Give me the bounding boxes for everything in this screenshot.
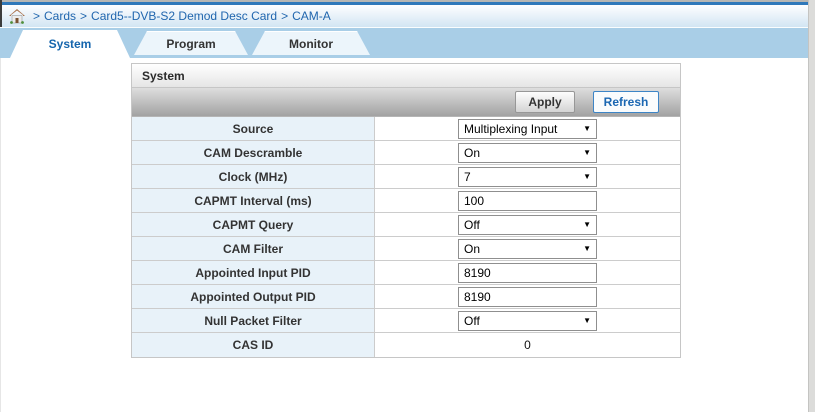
- form-row-cam-filter: CAM Filter On ▼: [132, 237, 680, 261]
- form-row-appointed-output-pid: Appointed Output PID: [132, 285, 680, 309]
- cam-filter-select[interactable]: On ▼: [458, 238, 597, 259]
- window-edge: [808, 0, 815, 412]
- panel-title: System: [132, 64, 680, 88]
- panel-toolbar: Apply Refresh: [132, 88, 680, 117]
- clock-select[interactable]: 7 ▼: [458, 166, 597, 187]
- refresh-button[interactable]: Refresh: [593, 91, 659, 113]
- content-area: System Apply Refresh Source Multiplexing…: [0, 58, 815, 412]
- breadcrumb: > Cards > Card5--DVB-S2 Demod Desc Card …: [2, 5, 808, 27]
- form-row-clock: Clock (MHz) 7 ▼: [132, 165, 680, 189]
- dropdown-arrow-icon: ▼: [583, 243, 591, 253]
- capmt-query-select[interactable]: Off ▼: [458, 214, 597, 235]
- form-row-null-packet-filter: Null Packet Filter Off ▼: [132, 309, 680, 333]
- form-row-capmt-query: CAPMT Query Off ▼: [132, 213, 680, 237]
- tab-bar: System Program Monitor: [0, 28, 808, 58]
- dropdown-arrow-icon: ▼: [583, 219, 591, 229]
- tab-monitor[interactable]: Monitor: [252, 31, 370, 55]
- home-icon[interactable]: [9, 8, 25, 24]
- field-label: CAS ID: [132, 333, 375, 357]
- breadcrumb-separator: >: [33, 9, 41, 23]
- null-packet-filter-select[interactable]: Off ▼: [458, 310, 597, 331]
- appointed-output-pid-input[interactable]: [458, 286, 597, 307]
- select-value: Multiplexing Input: [464, 121, 558, 136]
- capmt-interval-input[interactable]: [458, 190, 597, 211]
- dropdown-arrow-icon: ▼: [583, 171, 591, 181]
- form-row-capmt-interval: CAPMT Interval (ms): [132, 189, 680, 213]
- breadcrumb-separator: >: [80, 9, 88, 23]
- select-value: On: [464, 241, 481, 256]
- field-label: CAM Descramble: [132, 141, 375, 164]
- tab-program[interactable]: Program: [134, 31, 248, 55]
- breadcrumb-separator: >: [281, 9, 289, 23]
- select-value: Off: [464, 313, 480, 328]
- field-label: Null Packet Filter: [132, 309, 375, 332]
- field-label: Clock (MHz): [132, 165, 375, 188]
- cas-id-value: 0: [524, 338, 531, 352]
- top-border: [2, 0, 808, 2]
- dropdown-arrow-icon: ▼: [583, 123, 591, 133]
- divider: [0, 27, 808, 28]
- field-label: CAPMT Query: [132, 213, 375, 236]
- dropdown-arrow-icon: ▼: [583, 147, 591, 157]
- field-label: CAPMT Interval (ms): [132, 189, 375, 212]
- apply-button[interactable]: Apply: [515, 91, 575, 113]
- appointed-input-pid-input[interactable]: [458, 262, 597, 283]
- field-label: Source: [132, 117, 375, 140]
- form-row-cas-id: CAS ID 0: [132, 333, 680, 357]
- select-value: 7: [464, 169, 471, 184]
- top-accent-bar: [2, 2, 808, 5]
- form-row-source: Source Multiplexing Input ▼: [132, 117, 680, 141]
- breadcrumb-item-cam-a[interactable]: CAM-A: [292, 9, 331, 23]
- field-label: Appointed Output PID: [132, 285, 375, 308]
- source-select[interactable]: Multiplexing Input ▼: [458, 118, 597, 139]
- field-label: Appointed Input PID: [132, 261, 375, 284]
- header-chrome: > Cards > Card5--DVB-S2 Demod Desc Card …: [0, 0, 808, 58]
- system-panel: System Apply Refresh Source Multiplexing…: [131, 63, 681, 358]
- breadcrumb-item-card[interactable]: Card5--DVB-S2 Demod Desc Card: [91, 9, 278, 23]
- cam-descramble-select[interactable]: On ▼: [458, 142, 597, 163]
- header-top: > Cards > Card5--DVB-S2 Demod Desc Card …: [0, 0, 808, 27]
- tab-system[interactable]: System: [10, 30, 130, 58]
- field-label: CAM Filter: [132, 237, 375, 260]
- dropdown-arrow-icon: ▼: [583, 315, 591, 325]
- select-value: On: [464, 145, 481, 160]
- form-row-cam-descramble: CAM Descramble On ▼: [132, 141, 680, 165]
- breadcrumb-item-cards[interactable]: Cards: [44, 9, 77, 23]
- select-value: Off: [464, 217, 480, 232]
- form-row-appointed-input-pid: Appointed Input PID: [132, 261, 680, 285]
